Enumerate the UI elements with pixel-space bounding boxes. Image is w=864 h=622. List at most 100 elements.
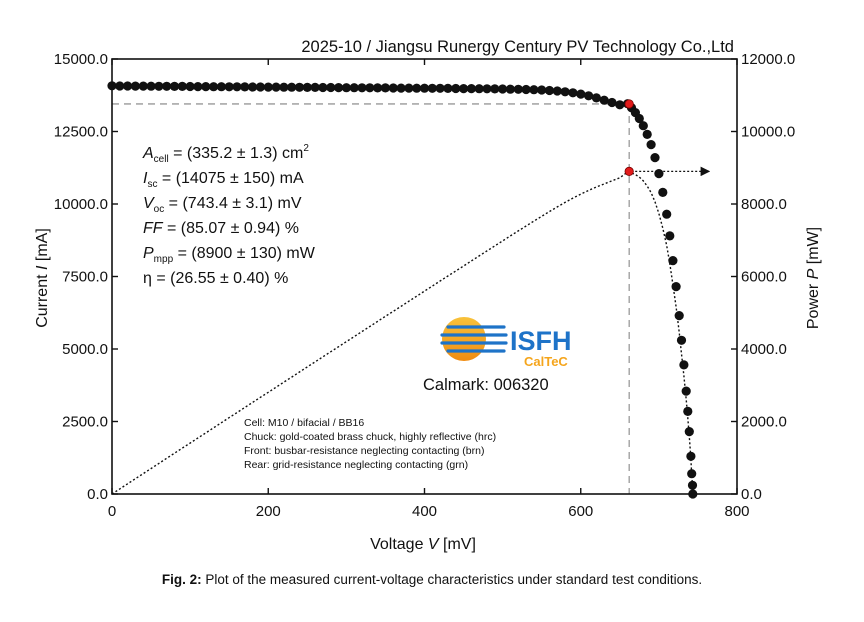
x-axis-label: Voltage V [mV]: [370, 536, 476, 553]
iv-point: [674, 311, 684, 321]
iv-point: [248, 82, 258, 92]
iv-point: [310, 82, 320, 92]
mpp-current-marker: [624, 99, 634, 109]
iv-point: [466, 84, 476, 94]
note-line: Chuck: gold-coated brass chuck, highly r…: [244, 431, 496, 443]
iv-point: [130, 81, 140, 91]
iv-point: [683, 406, 693, 416]
iv-point: [255, 82, 265, 92]
x-tick-label: 0: [108, 503, 116, 520]
iv-point: [349, 83, 359, 93]
logo-text-caltec: CalTeC: [524, 354, 568, 369]
iv-point: [474, 84, 484, 94]
iv-point: [529, 85, 539, 95]
param-voc: Voc = (743.4 ± 3.1) mV: [143, 195, 302, 215]
iv-point: [365, 83, 375, 93]
x-tick-label: 800: [724, 503, 749, 520]
iv-point: [505, 84, 515, 94]
param-area: Acell = (335.2 ± 1.3) cm2: [142, 143, 309, 165]
iv-point: [240, 82, 250, 92]
iv-point: [185, 81, 195, 92]
mpp-markers: [624, 99, 634, 176]
iv-point: [521, 84, 531, 95]
cell-notes: Cell: M10 / bifacial / BB16 Chuck: gold-…: [244, 417, 496, 471]
y-right-tick-label: 8000.0: [741, 196, 787, 213]
iv-point: [679, 360, 689, 370]
iv-point: [662, 209, 672, 219]
x-tick-label: 200: [256, 503, 281, 520]
iv-point: [490, 84, 500, 94]
y-right-tick-label: 6000.0: [741, 269, 787, 286]
y-right-tick-label: 0.0: [741, 486, 762, 503]
iv-point: [294, 82, 305, 92]
y-axis-left-label: Current I [mA]: [34, 228, 51, 328]
y-right-tick-label: 12000.0: [741, 51, 795, 68]
y-left-tick-label: 2500.0: [62, 414, 108, 431]
y-right-tick-label: 4000.0: [741, 341, 787, 358]
iv-point: [326, 82, 336, 93]
iv-point: [544, 85, 555, 96]
iv-point: [634, 113, 644, 124]
parameter-block: Acell = (335.2 ± 1.3) cm2 Isc = (14075 ±…: [142, 143, 316, 287]
iv-point: [684, 427, 694, 437]
iv-point: [404, 83, 414, 93]
iv-point: [388, 83, 398, 93]
iv-point: [498, 84, 508, 94]
iv-point: [216, 82, 226, 92]
iv-point: [513, 84, 523, 94]
iv-point: [115, 81, 125, 91]
iv-point: [615, 100, 625, 110]
param-pmpp: Pmpp = (8900 ± 130) mW: [143, 245, 316, 265]
x-tick-label: 400: [412, 503, 437, 520]
iv-point: [357, 83, 367, 93]
iv-point: [638, 121, 648, 131]
y-left-tick-label: 12500.0: [54, 124, 108, 141]
iv-point: [193, 82, 203, 92]
iv-point: [318, 82, 328, 93]
param-eta: η = (26.55 ± 0.40) %: [143, 270, 288, 287]
iv-point: [232, 82, 242, 92]
iv-point: [599, 95, 609, 105]
iv-point: [459, 84, 469, 94]
iv-point: [435, 83, 445, 93]
y-left-tick-label: 15000.0: [54, 51, 108, 68]
y-right-tick-label: 10000.0: [741, 124, 795, 141]
note-line: Rear: grid-resistance neglecting contact…: [244, 459, 468, 471]
iv-point: [591, 93, 602, 103]
iv-point: [451, 83, 461, 94]
iv-point: [665, 231, 675, 241]
note-line: Cell: M10 / bifacial / BB16: [244, 417, 364, 429]
iv-point: [302, 82, 312, 92]
iv-point: [658, 187, 668, 197]
iv-point: [162, 81, 172, 91]
y-left-tick-label: 5000.0: [62, 341, 108, 358]
x-tick-label: 600: [568, 503, 593, 520]
iv-point: [123, 81, 133, 91]
y-right-tick-label: 2000.0: [741, 414, 787, 431]
iv-point: [642, 129, 652, 139]
mpp-power-marker: [624, 166, 634, 176]
iv-point: [584, 91, 594, 101]
axis-ticks: 0 200 400 600 8000.0 2500.0 5000.0 7500.0 10000.…: [54, 51, 795, 520]
param-isc: Isc = (14075 ± 150) mA: [143, 170, 304, 190]
iv-point: [560, 87, 570, 97]
iv-point: [396, 83, 406, 93]
iv-point: [654, 169, 664, 179]
iv-point: [201, 82, 211, 92]
iv-point: [607, 97, 617, 108]
iv-point: [373, 83, 383, 93]
iv-point: [138, 81, 148, 91]
iv-point: [287, 82, 297, 92]
iv-point: [279, 82, 289, 92]
iv-point: [341, 83, 351, 93]
iv-series: [107, 81, 698, 499]
iv-point: [380, 83, 390, 93]
iv-point: [568, 88, 578, 98]
iv-point: [154, 81, 164, 91]
iv-point: [687, 469, 697, 479]
iv-point: [146, 81, 156, 91]
iv-point: [209, 82, 219, 92]
iv-point: [443, 83, 453, 93]
y-left-tick-label: 7500.0: [62, 269, 108, 286]
